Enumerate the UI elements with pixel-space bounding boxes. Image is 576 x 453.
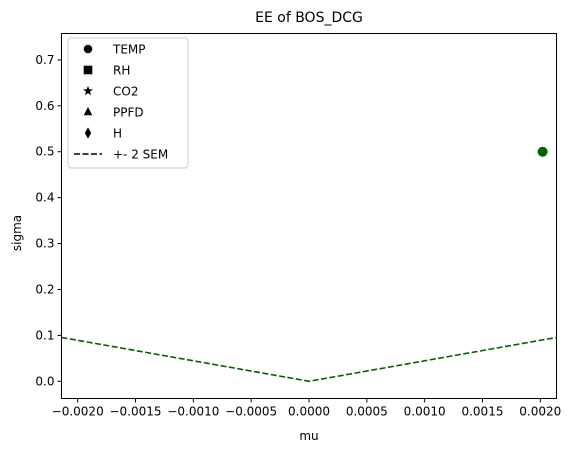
legend-label-temp: TEMP [112,43,146,57]
x-tick-label: −0.0015 [109,405,161,419]
x-tick-label: 0.0020 [519,405,561,419]
legend: TEMP RH CO2 PPFD H +- 2 SEM [67,37,189,169]
y-tick-label: 0.2 [35,282,54,296]
x-tick-label: −0.0005 [225,405,277,419]
plot-area [61,146,557,383]
x-tick-label: −0.0010 [167,405,219,419]
legend-circle-icon [83,44,93,54]
y-axis-label: sigma [10,215,24,251]
legend-label-h: H [113,127,122,141]
y-tick-label: 0.7 [35,53,54,67]
y-tick-label: 0.3 [35,237,54,251]
legend-box [67,37,189,169]
y-tick-label: 0.6 [35,99,54,113]
legend-label-co2: CO2 [113,85,138,99]
legend-label-rh: RH [113,64,130,78]
x-axis-label: mu [299,429,318,443]
y-tick-label: 0.4 [35,191,54,205]
x-tick-label: 0.0000 [288,405,330,419]
legend-diamond-icon [84,127,92,139]
x-tick-label: −0.0020 [52,405,104,419]
y-tick-label: 0.5 [35,145,54,159]
y-tick-label: 0.1 [35,328,54,342]
y-tick-label: 0.0 [35,374,54,388]
data-point-temp [537,146,548,157]
legend-label-2-sem: +- 2 SEM [113,148,168,162]
legend-square-icon [83,65,93,75]
sem-line [61,336,557,383]
x-tick-label: 0.0015 [461,405,503,419]
legend-label-ppfd: PPFD [113,106,144,120]
legend-triangle-icon [83,107,93,116]
legend-star-icon [83,85,93,96]
x-tick-label: 0.0005 [346,405,388,419]
x-tick-label: 0.0010 [404,405,446,419]
axes: −0.0020 −0.0015 −0.0010 −0.0005 0.0000 0.0005… [35,33,561,419]
chart-title: EE of BOS_DCG [255,10,363,26]
